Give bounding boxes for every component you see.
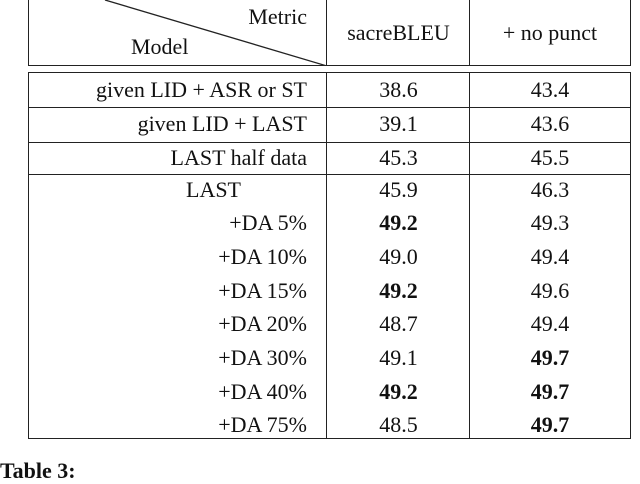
row-model-name: +DA 75% (218, 412, 307, 437)
row-sacrebleu-value: 48.7 (379, 311, 418, 336)
row-sacrebleu-value: 45.9 (379, 177, 418, 202)
row-no-punct-value: 46.3 (530, 177, 570, 202)
row-model-name: LAST (186, 177, 241, 202)
row-no-punct-value: 49.7 (530, 379, 570, 404)
column-header-no-punct: + no punct (502, 20, 598, 45)
column-header-sacrebleu: sacreBLEU (347, 20, 450, 45)
table-header: Metric Model sacreBLEU + no punct (28, 0, 631, 66)
row-sacrebleu-value: 38.6 (379, 77, 418, 102)
row-sacrebleu-value: 49.2 (379, 278, 418, 303)
row-no-punct-value: 45.5 (530, 145, 570, 170)
model-label: Model (131, 34, 189, 59)
row-no-punct-value: 49.4 (530, 244, 570, 269)
row-sacrebleu-value: 39.1 (379, 111, 418, 136)
row-no-punct-value: 43.4 (530, 77, 570, 102)
row-model-name: +DA 15% (218, 278, 307, 303)
row-model-name: +DA 10% (218, 244, 307, 269)
row-sacrebleu-value: 49.2 (379, 210, 418, 235)
table-caption: Table 3: (0, 458, 76, 483)
row-model-name: +DA 20% (218, 311, 307, 336)
table-body: given LID + ASR or ST 38.6 43.4 given LID +… (28, 72, 631, 439)
row-model-name: +DA 40% (218, 379, 307, 404)
row-no-punct-value: 49.3 (530, 210, 570, 235)
row-model-name: +DA 30% (218, 345, 307, 370)
metric-label: Metric (248, 4, 307, 29)
row-model-name: given LID + ASR or ST (95, 77, 307, 102)
row-no-punct-value: 49.7 (530, 345, 570, 370)
row-sacrebleu-value: 49.2 (379, 379, 418, 404)
row-sacrebleu-value: 49.1 (379, 345, 418, 370)
row-sacrebleu-value: 45.3 (379, 145, 418, 170)
row-model-name: +DA 5% (229, 210, 307, 235)
row-no-punct-value: 49.6 (530, 278, 570, 303)
row-sacrebleu-value: 48.5 (379, 412, 418, 437)
row-no-punct-value: 49.7 (530, 412, 570, 437)
diagonal-header-line (104, 0, 327, 66)
row-model-name: given LID + LAST (137, 111, 307, 136)
row-no-punct-value: 43.6 (530, 111, 570, 136)
row-no-punct-value: 49.4 (530, 311, 570, 336)
row-sacrebleu-value: 49.0 (379, 244, 418, 269)
row-model-name: LAST half data (170, 145, 307, 170)
